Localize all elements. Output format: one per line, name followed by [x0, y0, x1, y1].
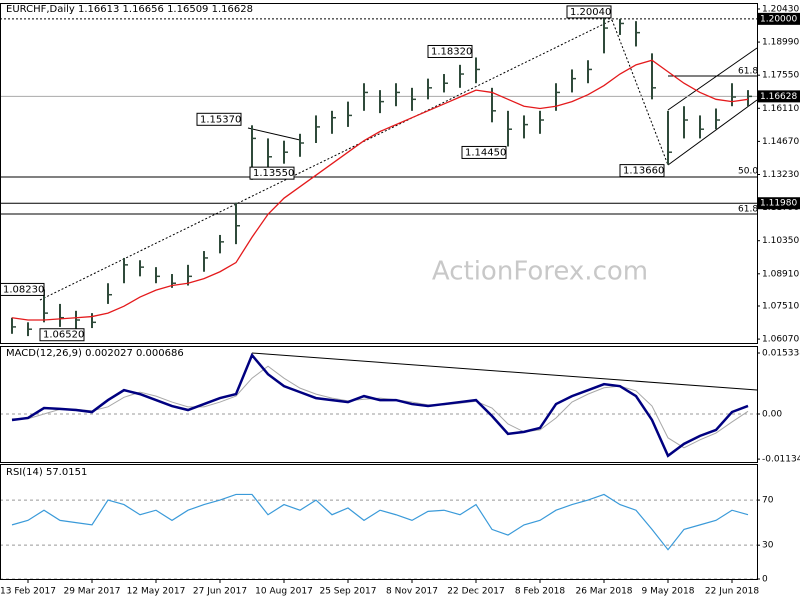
- annotation-label: 1.13660: [623, 166, 664, 177]
- x-tick-label: 22 Dec 2017: [447, 587, 505, 597]
- annotation-box: [461, 145, 507, 159]
- y-tick-label: -0.011344: [762, 455, 800, 465]
- x-tick-label: 13 Feb 2017: [0, 587, 56, 597]
- rsi-line: [11, 493, 749, 551]
- x-tick-label: 8 Nov 2017: [386, 587, 438, 597]
- channel-line: [667, 47, 758, 111]
- y-tick-label: 1.07510: [762, 301, 799, 311]
- fib-label: 50.0: [738, 167, 758, 177]
- rsi-title: RSI(14) 57.0151: [6, 467, 87, 478]
- annotation-label: 1.15370: [200, 114, 241, 125]
- annotation-box: [39, 328, 85, 342]
- watermark: ActionForex.com: [432, 257, 648, 287]
- y-tick-label: 1.10350: [762, 236, 799, 246]
- annotation-label: 1.20040: [570, 7, 611, 18]
- fib-label: 61.8: [738, 67, 758, 77]
- macd-title: MACD(12,26,9) 0.002027 0.000686: [6, 348, 184, 359]
- y-tick-label: 1.14670: [762, 137, 799, 147]
- annotation-label: 1.06520: [43, 330, 84, 341]
- annotation-label: 1.13550: [253, 168, 294, 179]
- level-box: [758, 197, 800, 210]
- x-tick-label: 29 Mar 2017: [63, 587, 120, 597]
- trend-line: [247, 127, 301, 141]
- annotation-box: [196, 112, 242, 126]
- y-tick-label: 1.17550: [762, 71, 799, 81]
- y-tick-label: 0.015338: [762, 349, 800, 359]
- level-label: 1.16628: [760, 92, 797, 102]
- x-tick-label: 8 Feb 2018: [515, 587, 566, 597]
- y-tick-label: 1.13230: [762, 170, 799, 180]
- level-box: [758, 90, 800, 103]
- annotation-box: [249, 166, 295, 180]
- y-tick-label: 70: [762, 496, 774, 506]
- panel-border: [0, 3, 758, 344]
- macd-trend-line: [251, 352, 758, 391]
- channel-line: [667, 99, 758, 166]
- y-tick-label: 30: [762, 541, 774, 551]
- panel-border: [0, 346, 758, 463]
- annotation-label: 1.08230: [3, 284, 44, 295]
- y-tick-label: 1.06070: [762, 335, 799, 345]
- x-tick-label: 10 Aug 2017: [255, 587, 313, 597]
- level-box: [758, 12, 800, 25]
- y-tick-label: 1.08910: [762, 269, 799, 279]
- panel-border: [0, 464, 758, 580]
- x-tick-label: 9 May 2018: [642, 587, 695, 597]
- x-tick-label: 27 Jun 2017: [193, 587, 247, 597]
- y-tick-label: 0.00: [762, 410, 782, 420]
- y-tick-label: 1.18990: [762, 38, 799, 48]
- y-tick-label: 1.20430: [762, 4, 799, 14]
- chart-title: EURCHF,Daily 1.16613 1.16656 1.16509 1.1…: [6, 4, 253, 15]
- moving-average: [11, 59, 749, 321]
- macd-line: [11, 352, 749, 458]
- x-tick-label: 25 Sep 2017: [319, 587, 376, 597]
- x-tick-label: 22 Jun 2018: [705, 587, 759, 597]
- y-tick-label: 0: [762, 575, 768, 585]
- annotation-box: [427, 44, 473, 58]
- level-label: 1.20000: [760, 14, 797, 24]
- trend-line: [611, 19, 669, 166]
- fib-label: 61.8: [738, 205, 758, 215]
- x-tick-label: 26 Mar 2018: [575, 587, 632, 597]
- x-tick-label: 12 May 2017: [127, 587, 186, 597]
- annotation-label: 1.18320: [431, 46, 472, 57]
- annotation-box: [566, 5, 612, 19]
- annotation-box: [619, 164, 665, 178]
- annotation-box: [0, 282, 45, 296]
- level-label: 1.11980: [760, 199, 797, 209]
- annotation-label: 1.14450: [465, 147, 506, 158]
- y-tick-label: 1.16110: [762, 104, 799, 114]
